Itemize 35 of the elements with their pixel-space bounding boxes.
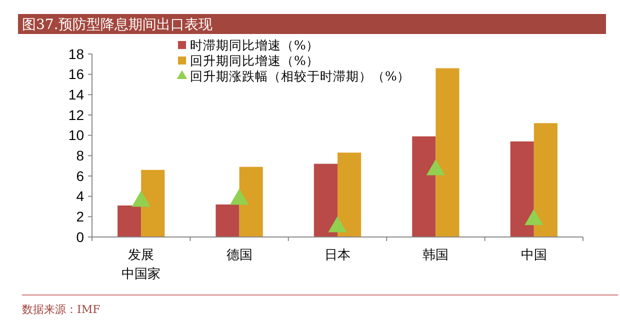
bar — [436, 68, 460, 237]
y-tick-label: 10 — [68, 127, 84, 144]
bar — [338, 152, 362, 237]
bar — [314, 164, 338, 237]
y-tick-label: 14 — [68, 86, 84, 103]
x-tick-label: 德国 — [226, 248, 252, 263]
y-tick-label: 12 — [68, 106, 84, 123]
bar — [412, 136, 436, 237]
y-tick-label: 2 — [76, 208, 84, 225]
y-tick-label: 8 — [76, 148, 84, 164]
y-tick-label: 6 — [76, 168, 84, 184]
x-tick-label: 日本 — [324, 248, 350, 263]
x-tick-label: 发展中国家 — [122, 248, 161, 282]
x-tick-label: 韩国 — [422, 248, 449, 263]
bar — [118, 205, 142, 237]
bar — [141, 170, 165, 237]
bar — [239, 166, 263, 237]
x-tick-label: 中国 — [520, 248, 547, 263]
point — [230, 188, 249, 205]
source-note: 数据来源：IMF — [22, 303, 101, 316]
legend-label: 回升期涨跌幅（相较于时滞期）（%） — [190, 68, 410, 84]
point — [426, 159, 446, 176]
point — [132, 190, 150, 207]
bar — [216, 204, 240, 237]
y-tick-label: 4 — [76, 188, 84, 204]
point — [328, 216, 347, 232]
y-tick-label: 0 — [76, 228, 84, 245]
y-tick-label: 16 — [68, 66, 84, 82]
legend-label: 时滞期同比增速（%） — [190, 37, 319, 52]
chart-title: 图37.预防型降息期间出口表现 — [22, 17, 212, 33]
y-tick-label: 18 — [68, 46, 84, 62]
bar — [534, 123, 558, 237]
point — [524, 208, 544, 226]
legend-label: 回升期同比增速（%） — [190, 52, 319, 68]
bar — [510, 141, 534, 237]
